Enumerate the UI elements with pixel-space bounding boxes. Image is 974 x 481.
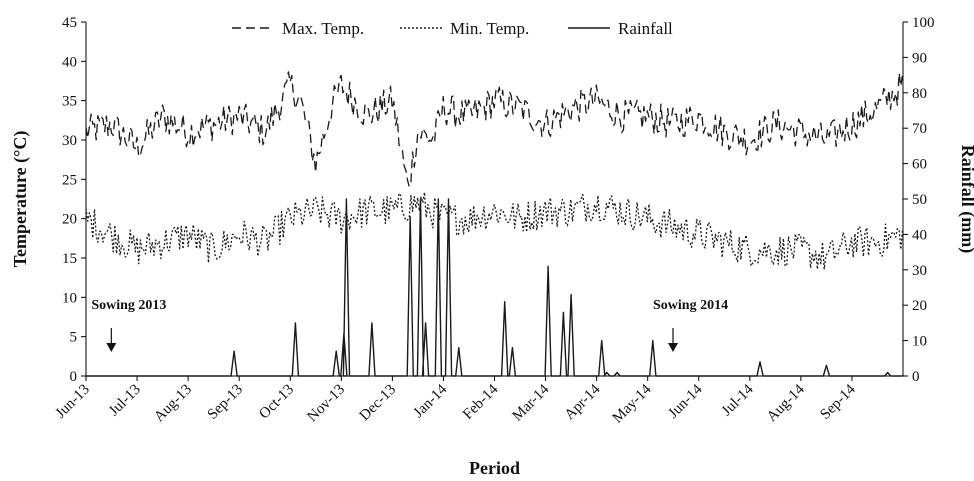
y-left-tick-label: 40 (62, 54, 77, 70)
y-left-tick-label: 30 (62, 133, 77, 149)
legend-label: Min. Temp. (450, 19, 529, 38)
y-right-tick-label: 40 (912, 227, 927, 243)
legend: Max. Temp. Min. Temp. Rainfall (232, 19, 673, 38)
x-tick-label: Feb-14 (460, 381, 502, 423)
series-lines (85, 71, 904, 377)
y-right-tick-label: 80 (912, 86, 927, 102)
x-tick-label: Oct-13 (256, 382, 297, 423)
y-left-tick-label: 10 (62, 290, 77, 306)
y-right-tick-label: 50 (912, 192, 927, 208)
legend-label: Max. Temp. (282, 19, 364, 38)
x-tick-label: Jan-14 (411, 381, 451, 421)
x-tick-label: Jun-14 (665, 381, 706, 422)
y-right-tick-label: 100 (912, 15, 935, 31)
min-temp-series-line (85, 191, 904, 270)
y-axis-right-title: Rainfall (mm) (957, 145, 974, 253)
y-left-tick-label: 35 (62, 94, 77, 110)
x-tick-label: Mar-14 (509, 381, 552, 424)
y-left-tick-label: 5 (70, 330, 78, 346)
y-right-tick-label: 70 (912, 121, 927, 137)
y-left-tick-label: 0 (70, 369, 78, 385)
annotations: Sowing 2013 Sowing 2014 (91, 298, 728, 352)
rainfall-series-line (86, 198, 903, 377)
arrow-head-icon (668, 343, 679, 352)
y-left-tick-label: 20 (62, 212, 77, 228)
y-left-tick-label: 15 (62, 251, 77, 267)
x-tick-label: Sep-13 (205, 382, 246, 423)
x-tick-label: Aug-14 (764, 381, 808, 425)
y-left-tick-label: 45 (62, 15, 77, 31)
y-right-tick-label: 90 (912, 50, 927, 66)
x-tick-label: May-14 (610, 381, 655, 426)
sowing-annotation-label: Sowing 2013 (91, 298, 166, 313)
sowing-annotation-label: Sowing 2014 (653, 298, 728, 313)
x-tick-label: Sep-14 (817, 381, 859, 423)
x-tick-label: Jun-13 (53, 382, 93, 422)
axes: 0 5 10 15 20 25 30 35 40 45 0 10 20 30 40 50 60 70 80 90 100… (53, 15, 935, 426)
x-tick-label: Jul-14 (719, 381, 757, 419)
max-temp-series-line (85, 71, 904, 188)
y-right-tick-label: 60 (912, 157, 927, 173)
y-right-tick-label: 20 (912, 298, 927, 314)
legend-label: Rainfall (618, 19, 673, 38)
x-tick-label: Nov-13 (304, 382, 348, 426)
y-right-tick-label: 30 (912, 263, 927, 279)
x-tick-label: Aug-13 (151, 382, 195, 426)
y-left-tick-label: 25 (62, 172, 77, 188)
x-tick-label: Dec-13 (357, 382, 400, 425)
x-tick-label: Jul-13 (106, 382, 144, 420)
y-right-tick-label: 10 (912, 334, 927, 350)
x-tick-label: Apr-14 (562, 381, 604, 423)
arrow-head-icon (106, 343, 117, 352)
y-right-tick-label: 0 (912, 369, 920, 385)
y-axis-left-title: Temperature (°C) (10, 131, 31, 268)
x-axis-title: Period (469, 458, 520, 478)
